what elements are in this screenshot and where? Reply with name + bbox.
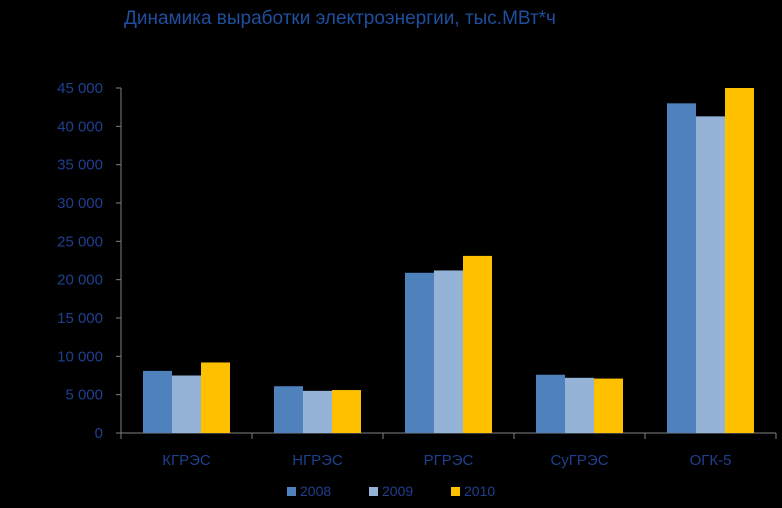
legend-label-2010: 2010 [464, 483, 495, 499]
x-category-label: РГРЭС [424, 452, 474, 469]
legend-label-2008: 2008 [300, 483, 331, 499]
bar-КГРЭС-2010 [201, 362, 230, 433]
legend-label-2009: 2009 [382, 483, 413, 499]
bar-РГРЭС-2008 [405, 272, 434, 433]
bar-ОГК-5-2009 [696, 116, 725, 433]
bar-СуГРЭС-2008 [536, 374, 565, 433]
x-category-label: СуГРЭС [550, 452, 608, 469]
y-tick-label: 20 000 [57, 272, 103, 289]
y-tick-label: 30 000 [57, 195, 103, 212]
bar-КГРЭС-2009 [172, 375, 201, 433]
bar-ОГК-5-2010 [725, 88, 754, 433]
legend-swatch-2008 [287, 487, 296, 496]
y-tick-label: 35 000 [57, 157, 103, 174]
bar-НГРЭС-2009 [303, 390, 332, 433]
bar-СуГРЭС-2009 [565, 377, 594, 433]
bar-ОГК-5-2008 [667, 103, 696, 433]
y-tick-label: 45 000 [57, 80, 103, 97]
bar-СуГРЭС-2010 [594, 378, 623, 433]
legend-swatch-2010 [451, 487, 460, 496]
y-tick-label: 15 000 [57, 310, 103, 327]
bar-РГРЭС-2010 [463, 255, 492, 433]
bar-КГРЭС-2008 [143, 370, 172, 433]
chart-title: Динамика выработки электроэнергии, тыс.М… [124, 8, 556, 29]
x-category-label: КГРЭС [162, 452, 211, 469]
y-tick-label: 10 000 [57, 348, 103, 365]
bar-НГРЭС-2010 [332, 390, 361, 433]
x-category-label: НГРЭС [292, 452, 343, 469]
bar-НГРЭС-2008 [274, 386, 303, 433]
y-tick-label: 0 [95, 425, 103, 442]
bar-РГРЭС-2009 [434, 270, 463, 433]
y-tick-label: 5 000 [65, 387, 103, 404]
y-tick-label: 25 000 [57, 233, 103, 250]
x-category-label: ОГК-5 [690, 452, 732, 469]
legend-swatch-2009 [369, 487, 378, 496]
y-tick-label: 40 000 [57, 118, 103, 135]
